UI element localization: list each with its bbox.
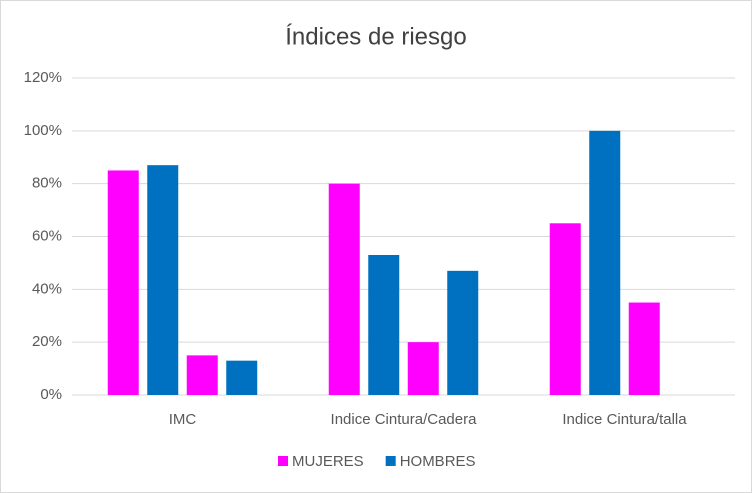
y-tick-label: 100% (24, 122, 62, 139)
bar (447, 270, 479, 395)
bar (589, 130, 621, 396)
bar (407, 342, 439, 395)
bar (147, 165, 179, 395)
legend-label: HOMBRES (400, 453, 476, 470)
y-tick-label: 20% (32, 333, 62, 350)
y-tick-label: 40% (32, 280, 62, 297)
bar (107, 170, 139, 395)
y-tick-label: 80% (32, 175, 62, 192)
y-tick-label: 120% (24, 69, 62, 86)
legend-swatch (278, 456, 288, 466)
legend-label: MUJERES (292, 453, 364, 470)
bar (186, 355, 218, 395)
y-tick-label: 0% (40, 386, 62, 403)
x-tick-label: Indice Cintura/talla (562, 411, 687, 428)
x-tick-label: Indice Cintura/Cadera (331, 411, 478, 428)
bar (368, 254, 400, 395)
bar (328, 183, 360, 395)
bar (549, 223, 581, 395)
y-tick-label: 60% (32, 227, 62, 244)
x-tick-label: IMC (169, 411, 197, 428)
chart-title: Índices de riesgo (285, 23, 466, 50)
bar (226, 360, 258, 395)
legend-swatch (385, 456, 396, 466)
bar (628, 302, 660, 395)
